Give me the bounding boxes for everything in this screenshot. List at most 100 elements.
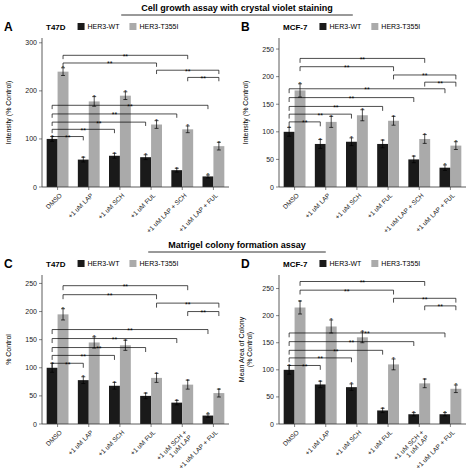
plot-area: [47, 68, 225, 187]
significance-label: **: [123, 53, 129, 60]
y-tick-label: 50: [266, 393, 274, 400]
x-tick-label-line: +1 uM SCH: [97, 191, 126, 220]
error-bar-cap: [123, 350, 127, 351]
error-bar-cap: [454, 149, 458, 150]
bar: [346, 142, 357, 187]
star-label: *: [413, 154, 416, 160]
error-bar-cap: [329, 127, 333, 128]
x-tick-label-line: +1 uM SCH: [334, 428, 363, 457]
star-label: *: [392, 356, 395, 362]
bar: [47, 368, 58, 424]
x-tick-label: +1 uM LAP + FUL: [414, 428, 456, 470]
star-label: *: [381, 406, 384, 412]
significance-label: **: [201, 309, 207, 316]
y-tick-label: 300: [25, 39, 37, 46]
legend-label: HER3-T355I: [381, 260, 420, 267]
x-tick: [57, 424, 58, 427]
y-tick-label: 100: [25, 364, 37, 371]
legend-label: HER3-WT: [88, 260, 121, 267]
star-label: *: [176, 166, 179, 172]
error-bar-cap: [92, 106, 96, 107]
star-label: *: [319, 137, 322, 143]
legend: HER3-WTHER3-T355I: [319, 260, 420, 267]
x-tick: [88, 187, 89, 190]
error-bar-cap: [81, 383, 85, 384]
panel-letter: A: [4, 20, 13, 34]
star-label: *: [455, 382, 458, 388]
x-tick-label: +1 uM LAP: [303, 192, 331, 220]
x-tick: [182, 187, 183, 190]
significance-label: **: [185, 301, 191, 308]
star-label: *: [144, 391, 147, 397]
bar: [171, 403, 182, 424]
legend-label: HER3-T355I: [139, 23, 178, 30]
error-bar-cap: [381, 412, 385, 413]
significance-label: **: [360, 56, 366, 63]
x-tick-label-line: +1 uM LAP: [66, 192, 94, 220]
significance-label: **: [422, 296, 428, 303]
panel: 0100200300Intensity (% Control)DMSO+1 uM…: [4, 20, 229, 234]
significance-label: **: [107, 60, 113, 67]
bar: [419, 383, 430, 424]
bar: [151, 378, 162, 424]
significance-label: **: [333, 104, 339, 111]
significance-label: **: [107, 292, 113, 299]
y-axis-line: [42, 38, 43, 187]
chart-title: MCF-7: [283, 23, 308, 32]
panel-letter: C: [4, 257, 13, 271]
x-tick: [294, 424, 295, 427]
bar: [182, 385, 193, 424]
y-tick: [276, 424, 279, 425]
star-label: *: [330, 114, 333, 120]
y-axis-label-line: Mean Area of Colony: [238, 316, 246, 382]
x-axis-line: [279, 424, 466, 425]
x-tick-label: +1 uM LAP: [66, 192, 94, 220]
legend-swatch: [78, 260, 85, 267]
error-bar-cap: [61, 75, 65, 76]
star-label: *: [299, 81, 302, 87]
legend-swatch: [371, 23, 378, 30]
error-bar-cap: [423, 143, 427, 144]
x-tick-label-line: +1 uM LAP: [303, 429, 331, 457]
bar: [450, 389, 461, 424]
y-axis-label-line: (% Control): [246, 332, 254, 367]
x-tick: [119, 424, 120, 427]
bar: [284, 370, 295, 424]
bar: [326, 326, 337, 424]
star-label: *: [218, 387, 221, 393]
x-tick-label-line: +1 uM FUL: [366, 191, 394, 219]
error-bar-cap: [349, 390, 353, 391]
bar: [109, 156, 120, 187]
bar: [284, 132, 295, 187]
significance-label: **: [333, 348, 339, 355]
x-tick-label: +1 uM FUL: [366, 191, 394, 219]
y-tick: [39, 42, 42, 43]
x-tick-label: DMSO: [44, 429, 63, 448]
x-tick-label: +1 uM FUL: [129, 191, 157, 219]
chart-title: MCF-7: [283, 260, 308, 269]
x-axis-line: [42, 187, 229, 188]
x-tick: [388, 424, 389, 427]
bar: [151, 125, 162, 187]
bar: [315, 144, 326, 187]
x-tick: [450, 424, 451, 427]
error-bar-cap: [287, 136, 291, 137]
chart-title: T47D: [46, 260, 66, 269]
x-tick: [419, 424, 420, 427]
legend-swatch: [78, 23, 85, 30]
bar: [315, 384, 326, 424]
bar: [450, 146, 461, 187]
star-label: *: [113, 380, 116, 386]
y-tick: [276, 76, 279, 77]
x-tick-label-line: +1 uM SCH: [97, 428, 126, 457]
star-label: *: [218, 140, 221, 146]
error-bar-cap: [360, 120, 364, 121]
bar: [109, 386, 120, 424]
significance-label: **: [96, 120, 102, 127]
y-axis-label-line: Intensity (% Control): [5, 81, 13, 144]
bar: [140, 396, 151, 424]
bar: [120, 345, 131, 424]
error-bar-cap: [155, 382, 159, 383]
y-tick-label: 100: [25, 135, 37, 142]
section-underline: [121, 15, 353, 16]
